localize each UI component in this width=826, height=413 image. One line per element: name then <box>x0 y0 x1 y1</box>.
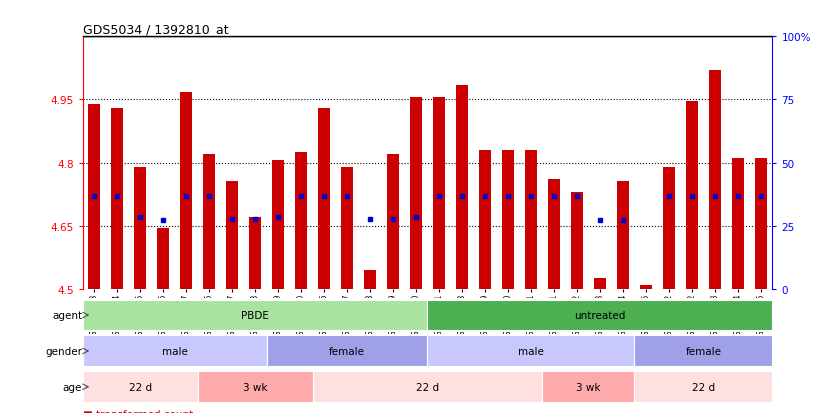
Text: age: age <box>63 382 82 392</box>
Bar <box>543 371 634 402</box>
Bar <box>428 300 772 331</box>
Bar <box>634 371 772 402</box>
Bar <box>295 153 306 289</box>
Bar <box>273 161 284 289</box>
Text: gender: gender <box>45 346 82 356</box>
Bar <box>135 167 146 289</box>
Bar <box>456 85 468 289</box>
Text: 3 wk: 3 wk <box>243 382 268 392</box>
Bar <box>428 336 634 366</box>
Text: male: male <box>162 346 188 356</box>
Text: 22 d: 22 d <box>692 382 714 392</box>
Bar <box>433 98 444 289</box>
Bar <box>502 151 514 289</box>
Bar <box>341 167 353 289</box>
Text: untreated: untreated <box>574 310 625 320</box>
Bar <box>709 71 720 289</box>
Text: 22 d: 22 d <box>129 382 152 392</box>
Bar <box>594 279 605 289</box>
Text: PBDE: PBDE <box>241 310 269 320</box>
Bar <box>634 336 772 366</box>
Bar <box>197 371 312 402</box>
Bar <box>732 159 743 289</box>
Bar <box>157 228 169 289</box>
Bar <box>387 155 399 289</box>
Bar <box>318 109 330 289</box>
Bar <box>479 151 491 289</box>
Bar <box>686 102 698 289</box>
Bar <box>525 151 537 289</box>
Bar <box>83 336 267 366</box>
Text: male: male <box>518 346 544 356</box>
Bar <box>312 371 543 402</box>
Bar <box>112 109 123 289</box>
Bar <box>180 93 192 289</box>
Bar <box>249 218 261 289</box>
Text: agent: agent <box>52 310 82 320</box>
Bar <box>755 159 767 289</box>
Bar <box>571 192 582 289</box>
Bar <box>640 285 652 289</box>
Bar <box>83 371 197 402</box>
Text: female: female <box>329 346 365 356</box>
Bar <box>411 98 422 289</box>
Bar <box>226 182 238 289</box>
Bar <box>267 336 428 366</box>
Bar <box>663 167 675 289</box>
Text: ■ transformed count: ■ transformed count <box>83 409 192 413</box>
Bar <box>88 104 100 289</box>
Bar <box>203 155 215 289</box>
Bar <box>617 182 629 289</box>
Text: 22 d: 22 d <box>416 382 439 392</box>
Text: GDS5034 / 1392810_at: GDS5034 / 1392810_at <box>83 23 228 36</box>
Bar <box>548 180 560 289</box>
Text: 3 wk: 3 wk <box>577 382 601 392</box>
Bar <box>364 270 376 289</box>
Text: female: female <box>686 346 721 356</box>
Bar <box>83 300 428 331</box>
